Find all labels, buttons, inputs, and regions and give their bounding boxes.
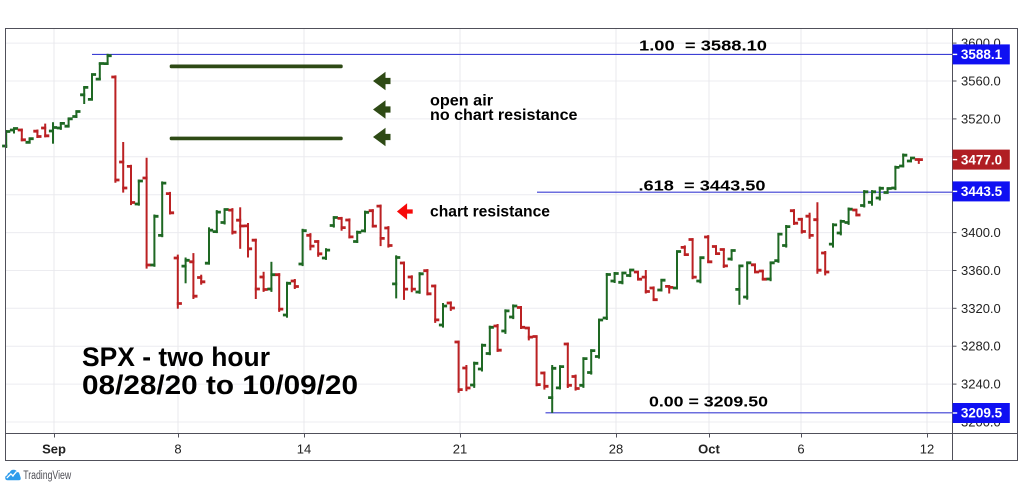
svg-text:3560.0: 3560.0 [961,74,1001,89]
svg-text:08/28/20 to 10/09/20: 08/28/20 to 10/09/20 [82,370,358,400]
svg-text:3477.0: 3477.0 [961,152,1002,167]
svg-text:6: 6 [797,442,804,457]
svg-text:3320.0: 3320.0 [961,301,1001,316]
svg-text:21: 21 [453,442,467,457]
svg-text:3280.0: 3280.0 [961,339,1001,354]
svg-text:8: 8 [174,442,181,457]
svg-text:28: 28 [609,442,623,457]
svg-text:TradingView: TradingView [23,470,72,482]
svg-text:3400.0: 3400.0 [961,225,1001,240]
svg-text:open air: open air [430,93,493,110]
svg-text:3360.0: 3360.0 [961,263,1001,278]
svg-text:chart resistance: chart resistance [430,204,550,221]
svg-text:14: 14 [297,442,311,457]
svg-text:12: 12 [920,442,934,457]
svg-text:Sep: Sep [42,442,66,457]
svg-text:3443.5: 3443.5 [961,184,1003,199]
svg-text:3209.5: 3209.5 [961,406,1003,421]
svg-text:SPX - two hour: SPX - two hour [82,342,270,372]
svg-text:0.00 = 3209.50: 0.00 = 3209.50 [649,394,768,411]
svg-text:.618 = 3443.50: .618 = 3443.50 [639,178,766,195]
svg-text:3588.1: 3588.1 [961,47,1003,62]
svg-text:3240.0: 3240.0 [961,377,1001,392]
svg-text:Oct: Oct [698,442,720,457]
svg-text:no chart resistance: no chart resistance [430,107,578,124]
svg-text:3520.0: 3520.0 [961,111,1001,126]
svg-text:1.00 = 3588.10: 1.00 = 3588.10 [639,38,767,55]
